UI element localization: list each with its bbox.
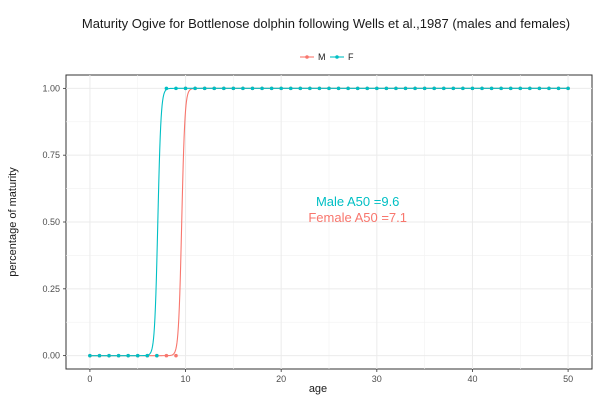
x-tick-label: 10 [181,374,191,384]
data-point-F [566,86,570,91]
data-point-F [441,86,446,91]
data-point-F [183,86,188,91]
data-point-F [260,86,264,91]
data-point-F [489,86,494,91]
data-point-F [164,86,169,91]
data-point-F [384,86,389,91]
data-point-F [346,86,350,91]
data-point-F [451,86,456,91]
data-point-F [327,86,331,91]
legend-label-F: F [348,52,354,62]
x-tick-label: 30 [372,374,382,384]
data-point-F [365,86,370,91]
data-point-F [375,86,379,91]
series-points [88,86,570,358]
data-point-F [250,86,255,91]
legend-label-M: M [318,52,326,62]
x-axis-ticks: 0 10 20 30 40 50 [87,369,573,384]
data-point-F [212,86,217,91]
data-point-F [279,86,283,91]
data-point-F [107,353,111,358]
x-tick-label: 50 [563,374,573,384]
data-point-F [231,86,236,91]
data-point-F [174,86,178,91]
y-tick-label: 1.00 [42,83,60,93]
data-point-M [164,353,169,358]
data-point-F [308,86,312,91]
data-point-F [222,86,226,91]
data-point-F [413,86,417,91]
data-point-F [394,86,398,91]
legend-key-point-M [305,55,309,59]
data-point-F [499,86,503,91]
y-axis-title: percentage of maturity [7,167,19,277]
annotation-0: Male A50 =9.6 [316,194,399,209]
data-point-F [528,86,532,91]
data-point-F [355,86,360,91]
data-point-F [193,86,197,91]
data-point-F [116,353,121,358]
annotation-1: Female A50 =7.1 [308,210,407,225]
y-tick-label: 0.75 [42,150,60,160]
y-axis-ticks: 0.00 0.25 0.50 0.75 1.00 [42,83,66,361]
y-tick-label: 0.00 [42,351,60,361]
data-point-F [336,86,341,91]
chart-title: Maturity Ogive for Bottlenose dolphin fo… [82,16,570,31]
data-point-F [269,86,274,91]
data-point-F [97,353,102,358]
data-point-F [556,86,561,91]
data-point-F [518,86,523,91]
data-point-F [241,86,245,91]
data-point-F [508,86,513,91]
legend-key-point-F [335,55,339,59]
data-point-F [298,86,303,91]
data-point-F [155,353,159,358]
data-point-F [480,86,484,91]
y-tick-label: 0.50 [42,217,60,227]
x-tick-label: 0 [87,374,92,384]
x-tick-label: 20 [276,374,286,384]
data-point-F [317,86,322,91]
data-point-F [145,353,150,358]
data-point-F [403,86,408,91]
x-axis-title: age [309,383,327,395]
x-tick-label: 40 [467,374,477,384]
data-point-F [422,86,427,91]
y-tick-label: 0.25 [42,284,60,294]
data-point-F [202,86,207,91]
data-point-F [470,86,475,91]
data-point-F [135,353,140,358]
data-point-F [432,86,437,91]
data-point-F [461,86,465,91]
data-point-F [547,86,551,91]
data-point-F [88,353,92,358]
data-point-F [126,353,130,358]
data-point-M [174,353,178,358]
data-point-F [537,86,542,91]
data-point-F [288,86,293,91]
